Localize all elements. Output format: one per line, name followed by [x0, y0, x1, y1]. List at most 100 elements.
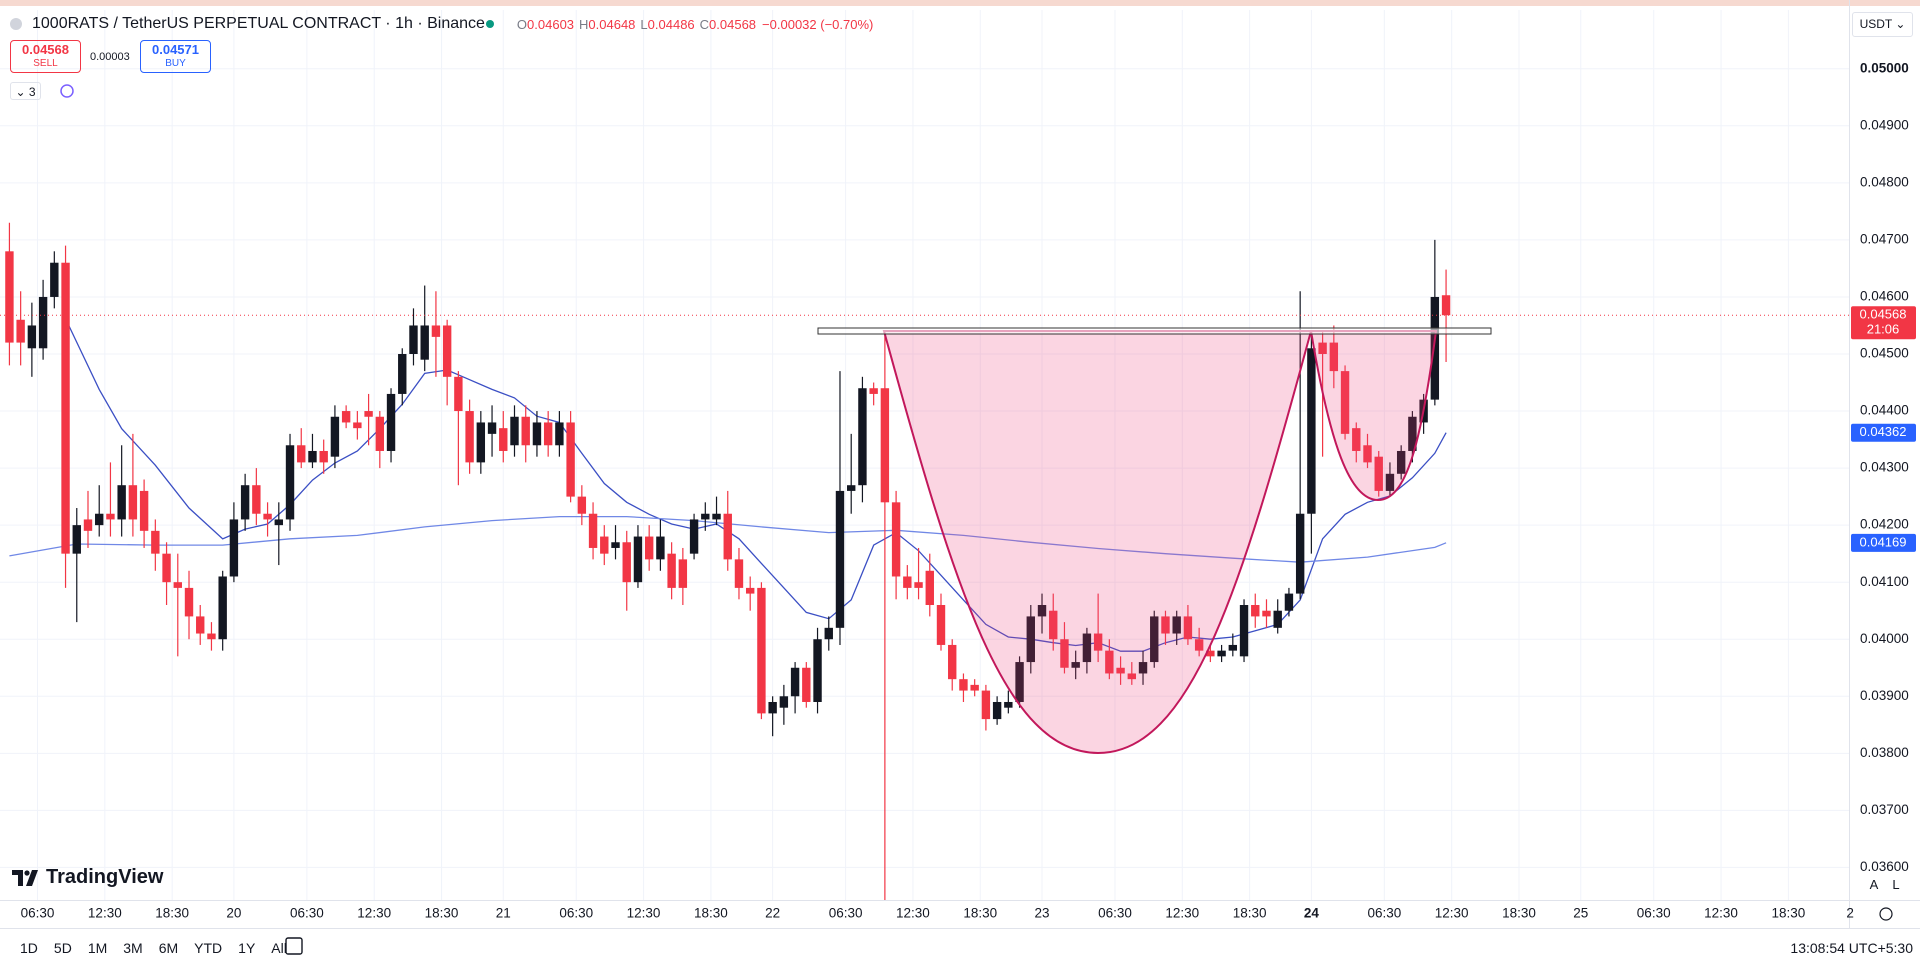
- candle-body: [308, 450, 317, 463]
- candle-body: [1430, 296, 1440, 400]
- x-tick-label: 06:30: [829, 906, 863, 921]
- range-button[interactable]: 6M: [158, 940, 179, 956]
- x-tick-label: 18:30: [1502, 906, 1536, 921]
- date-range-icon[interactable]: [285, 937, 303, 955]
- candle-body: [903, 576, 912, 588]
- candle-body: [386, 393, 396, 451]
- candle-body: [847, 485, 856, 491]
- ohlc-value: 0.04603: [527, 16, 575, 32]
- candle-body: [5, 251, 14, 343]
- y-tick-label: 0.03600: [1860, 859, 1909, 874]
- candle-body: [600, 536, 609, 554]
- candle-body: [1352, 428, 1361, 451]
- range-button[interactable]: 1Y: [238, 940, 256, 956]
- settings-icon[interactable]: [1879, 907, 1893, 921]
- candle-body: [1318, 342, 1327, 354]
- candle-body: [319, 450, 328, 463]
- candle-body: [252, 485, 261, 514]
- candle-body: [779, 696, 789, 708]
- candle-body: [409, 325, 418, 354]
- price-badge-label: 0.04362: [1860, 424, 1907, 439]
- candle-body: [1374, 456, 1383, 491]
- currency-select[interactable]: USDT ⌄: [1852, 12, 1913, 37]
- candle-body: [487, 422, 497, 434]
- auto-scale-button[interactable]: A: [1869, 877, 1879, 892]
- x-tick-label: 2: [1846, 906, 1854, 921]
- candle-body: [1172, 616, 1181, 634]
- countdown-label: 21:06: [1867, 322, 1900, 337]
- range-button[interactable]: All: [271, 940, 287, 956]
- candle-body: [1116, 667, 1125, 674]
- candle-body: [1082, 633, 1092, 663]
- x-tick-label: 18:30: [963, 906, 997, 921]
- indicator-icon[interactable]: [60, 84, 74, 98]
- candle-body: [667, 553, 676, 588]
- candle-body: [757, 587, 766, 714]
- spread: 0.00003: [90, 51, 130, 63]
- indicator-toggle[interactable]: ⌄ 3: [10, 82, 41, 100]
- candle-body: [622, 542, 631, 583]
- y-tick-label: 0.03700: [1860, 802, 1909, 817]
- x-tick-label: 06:30: [290, 906, 324, 921]
- candle-body: [1161, 616, 1170, 634]
- resistance-box: [817, 327, 1492, 335]
- clock: 13:08:54 UTC+5:30: [1790, 940, 1913, 956]
- x-tick-label: 06:30: [1367, 906, 1401, 921]
- candle-body: [1150, 616, 1159, 663]
- candle-body: [454, 376, 463, 412]
- candle-body: [959, 679, 968, 691]
- candle-body: [1015, 662, 1024, 702]
- moving-average-line: [9, 515, 1447, 563]
- range-button[interactable]: 3M: [123, 940, 143, 956]
- candle-body: [555, 422, 564, 446]
- buy-button[interactable]: 0.04571 BUY: [140, 40, 211, 73]
- candle-body: [644, 536, 654, 560]
- range-button[interactable]: 1D: [20, 940, 38, 956]
- x-tick-label: 12:30: [896, 906, 930, 921]
- candle-body: [1217, 650, 1226, 657]
- candle-body: [802, 667, 811, 702]
- candle-body: [532, 422, 542, 446]
- log-scale-button[interactable]: L: [1892, 877, 1900, 892]
- candle-body: [27, 325, 37, 349]
- candle-body: [1273, 610, 1282, 628]
- candle-body: [106, 513, 115, 520]
- candle-body: [723, 513, 732, 560]
- candle-body: [1295, 513, 1305, 594]
- candle-body: [1262, 610, 1271, 617]
- x-tick-label: 18:30: [1771, 906, 1805, 921]
- y-tick-label: 0.04000: [1860, 631, 1909, 646]
- candle-body: [499, 428, 508, 451]
- y-tick-label: 0.04600: [1860, 289, 1909, 304]
- candle-body: [1441, 295, 1451, 316]
- candle-body: [734, 559, 744, 588]
- candle-body: [577, 496, 587, 514]
- candle-body: [745, 587, 755, 594]
- x-tick-label: 18:30: [1233, 906, 1267, 921]
- candle-body: [689, 519, 699, 554]
- candle-body: [398, 353, 407, 394]
- range-button[interactable]: YTD: [194, 940, 223, 956]
- y-tick-label: 0.03800: [1860, 745, 1909, 760]
- handle-shape: [1309, 330, 1438, 502]
- x-tick-label: 12:30: [1435, 906, 1469, 921]
- candle-body: [1004, 701, 1013, 708]
- candle-body: [476, 422, 486, 463]
- y-tick-label: 0.03900: [1860, 688, 1909, 703]
- candle-body: [891, 502, 901, 577]
- range-button[interactable]: 1M: [87, 940, 108, 956]
- x-tick-label: 06:30: [1637, 906, 1671, 921]
- candle-body: [543, 422, 553, 446]
- candle-body: [1138, 662, 1148, 674]
- indicator-count: 3: [28, 85, 36, 99]
- candle-body: [1049, 610, 1058, 640]
- y-tick-label: 0.04300: [1860, 460, 1909, 475]
- candle-body: [330, 416, 340, 457]
- sell-button[interactable]: 0.04568 SELL: [10, 40, 81, 73]
- range-button[interactable]: 5D: [53, 940, 72, 956]
- candle-body: [510, 416, 519, 446]
- plot-area: [0, 222, 1849, 900]
- candle-body: [375, 416, 385, 451]
